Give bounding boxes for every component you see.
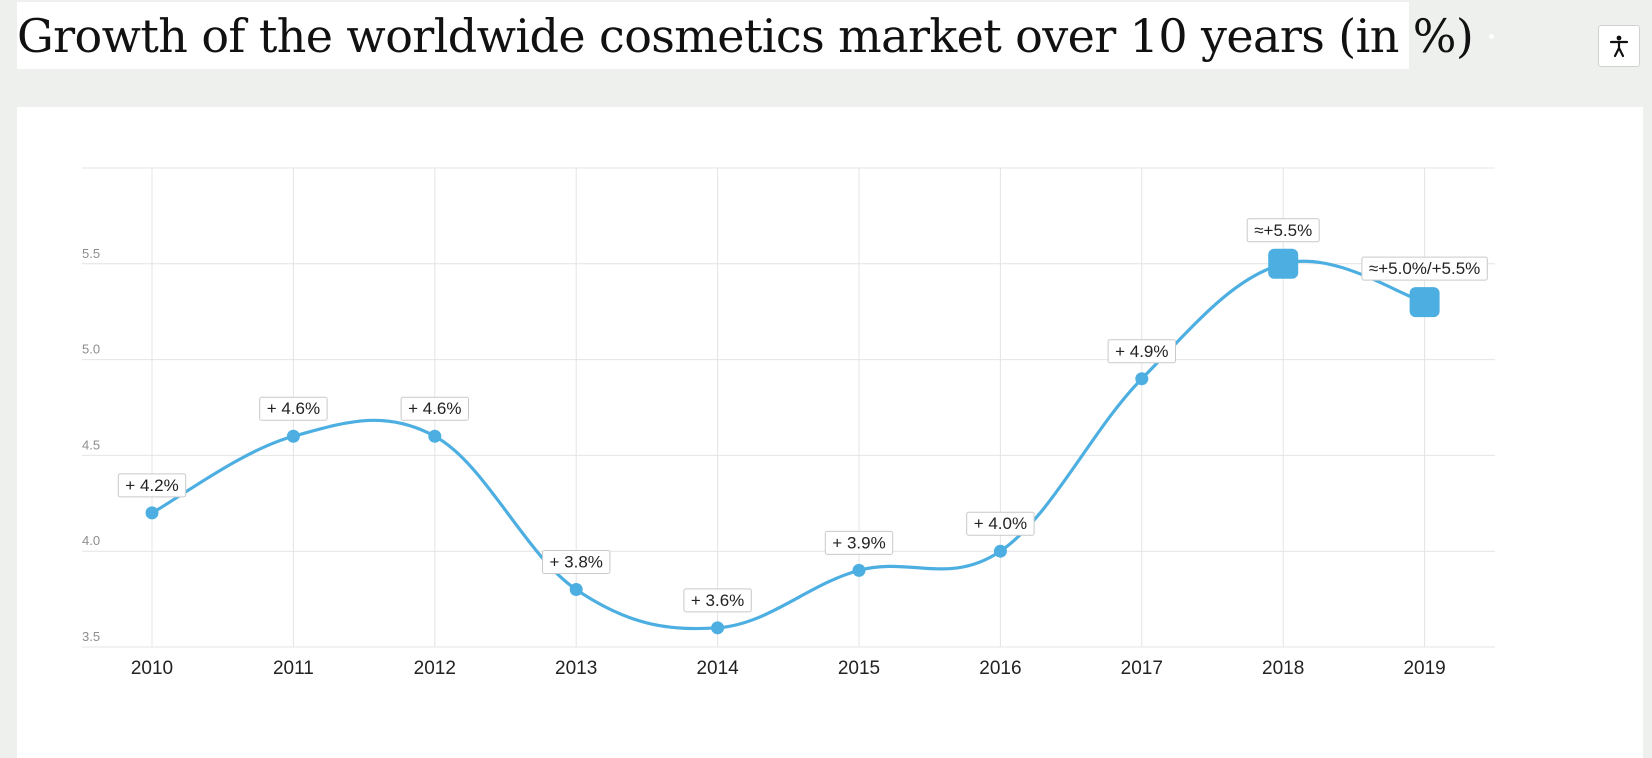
y-tick-label: 5.0 xyxy=(82,342,100,357)
data-label-box xyxy=(1246,218,1320,243)
x-tick-label: 2015 xyxy=(838,658,880,679)
data-label: + 4.2% xyxy=(117,473,187,498)
x-tick-label: 2013 xyxy=(555,658,597,679)
data-label-text: + 4.2% xyxy=(125,476,178,495)
data-label: + 4.6% xyxy=(400,396,470,421)
data-label: + 4.9% xyxy=(1107,339,1177,364)
data-label: + 3.6% xyxy=(683,588,752,613)
x-tick-label: 2018 xyxy=(1262,658,1304,679)
data-label-text: + 3.9% xyxy=(832,533,885,552)
data-point-marker[interactable] xyxy=(993,544,1007,558)
y-tick-label: 4.0 xyxy=(82,533,100,548)
data-point-marker[interactable] xyxy=(145,506,159,520)
accessibility-button[interactable] xyxy=(1598,25,1640,67)
data-label-box xyxy=(259,396,328,421)
data-point-marker[interactable] xyxy=(1135,372,1149,386)
x-tick-label: 2016 xyxy=(979,658,1021,679)
line-chart: 3.5 4.0 4.5 5.0 5.5 2010 2011 2012 2013 2014 2015 2… xyxy=(82,167,1495,679)
data-point-marker[interactable] xyxy=(711,621,725,635)
data-label: ≈+5.5% xyxy=(1246,218,1320,243)
data-point-marker[interactable] xyxy=(569,583,583,597)
data-label-text: + 4.6% xyxy=(267,399,320,418)
data-label-box xyxy=(966,511,1035,536)
title-bar: Growth of the worldwide cosmetics market… xyxy=(17,2,1495,69)
y-tick-label: 4.5 xyxy=(82,437,100,452)
data-point-marker[interactable] xyxy=(286,429,300,443)
page-title: Growth of the worldwide cosmetics market… xyxy=(17,8,1474,63)
x-tick-label: 2010 xyxy=(131,658,173,679)
data-label-text: + 3.8% xyxy=(549,553,602,572)
data-label: + 3.9% xyxy=(824,530,894,555)
data-label-box xyxy=(541,550,611,575)
data-label-text: + 4.9% xyxy=(1115,342,1168,361)
series-line xyxy=(151,259,1426,631)
data-point-marker[interactable] xyxy=(1268,248,1299,279)
data-label-text: ≈+5.0%/+5.5% xyxy=(1369,259,1480,278)
data-label-text: ≈+5.5% xyxy=(1254,221,1312,240)
x-tick-label: 2011 xyxy=(273,658,314,679)
data-point-marker[interactable] xyxy=(852,563,866,577)
data-label-box xyxy=(400,396,470,421)
accessibility-person-icon xyxy=(1609,35,1629,57)
data-label-box xyxy=(117,473,187,498)
data-label-text: + 3.6% xyxy=(691,591,744,610)
data-point-marker[interactable] xyxy=(1409,287,1440,318)
y-tick-label: 3.5 xyxy=(82,629,100,644)
data-label: + 3.8% xyxy=(541,550,611,575)
x-tick-label: 2012 xyxy=(414,658,456,679)
chart-card: 3.5 4.0 4.5 5.0 5.5 2010 2011 2012 2013 2014 2015 2… xyxy=(17,107,1643,758)
x-tick-label: 2014 xyxy=(696,658,739,679)
data-label-box xyxy=(1361,256,1488,281)
x-tick-label: 2019 xyxy=(1403,658,1445,679)
x-tick-label: 2017 xyxy=(1121,658,1163,679)
y-tick-label: 5.5 xyxy=(82,246,100,261)
data-label: + 4.6% xyxy=(259,396,328,421)
data-label-text: + 4.0% xyxy=(974,514,1027,533)
data-label-box xyxy=(824,530,894,555)
data-label: ≈+5.0%/+5.5% xyxy=(1361,256,1488,281)
data-point-marker[interactable] xyxy=(428,429,442,443)
data-label-box xyxy=(683,588,752,613)
data-label-box xyxy=(1107,339,1177,364)
data-label-text: + 4.6% xyxy=(408,399,461,418)
data-label: + 4.0% xyxy=(966,511,1035,536)
